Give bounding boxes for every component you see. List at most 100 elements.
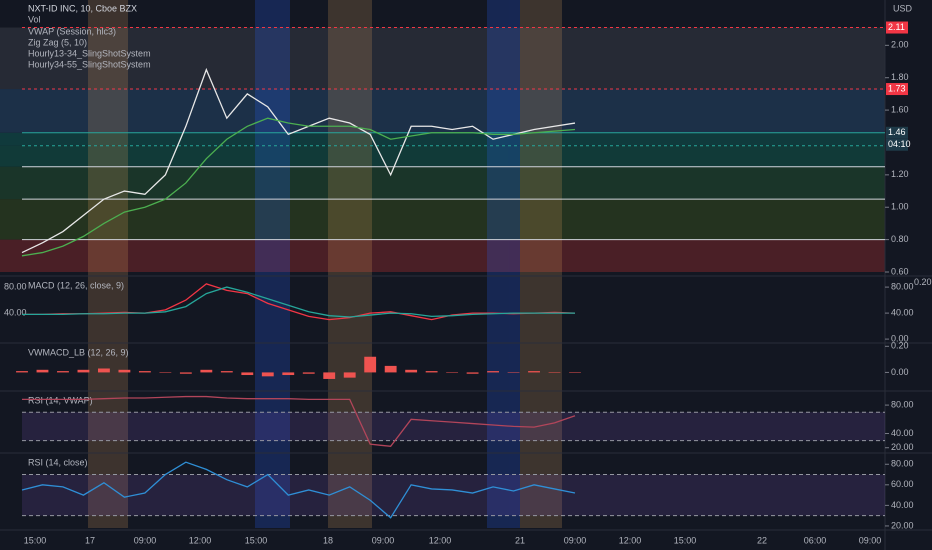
y-tick-label: 1.20 xyxy=(891,169,909,179)
time-label: 15:00 xyxy=(674,535,697,545)
histogram-bar xyxy=(384,365,397,373)
pane-title: RSI (14, VWAP) xyxy=(28,395,93,405)
left-tick-label: 40.00 xyxy=(4,307,27,317)
histogram-bar xyxy=(405,369,418,373)
histogram-bar xyxy=(487,371,499,373)
price-label-box xyxy=(886,83,908,96)
time-label: 22 xyxy=(757,535,767,545)
histogram-bar xyxy=(302,372,315,374)
time-label: 12:00 xyxy=(619,535,642,545)
zone xyxy=(0,166,885,200)
time-label: 12:00 xyxy=(189,535,212,545)
price-label: 2.11 xyxy=(888,22,905,32)
histogram-bar xyxy=(466,372,479,374)
histogram-bar xyxy=(323,372,336,379)
y-tick-label: 0.00 xyxy=(891,367,909,377)
histogram-bar xyxy=(57,371,69,373)
indicator: Vol xyxy=(28,14,41,24)
y-tick-label: 0.60 xyxy=(891,266,909,276)
time-label: 09:00 xyxy=(134,535,157,545)
session-shading xyxy=(88,0,562,528)
countdown-box xyxy=(886,138,908,151)
session-band xyxy=(520,0,562,528)
pane-title: MACD (12, 26, close, 9) xyxy=(28,280,124,290)
zone xyxy=(0,145,885,167)
zone xyxy=(0,199,885,240)
y-tick-label: 80.00 xyxy=(891,459,914,469)
histogram-bar xyxy=(138,371,151,373)
histogram-bar xyxy=(118,369,131,373)
histogram-bar xyxy=(446,372,459,373)
series-line xyxy=(22,395,576,447)
time-label: 09:00 xyxy=(372,535,395,545)
rsi-band xyxy=(22,412,885,441)
time-label: 12:00 xyxy=(429,535,452,545)
histogram-bar xyxy=(98,368,110,373)
time-label: 21 xyxy=(515,535,525,545)
zones xyxy=(0,27,885,272)
series-line xyxy=(21,67,576,254)
price-label: 1.73 xyxy=(888,83,906,93)
time-label: 17 xyxy=(85,535,95,545)
histogram-bar xyxy=(159,372,172,373)
histogram-bar xyxy=(425,371,438,373)
histogram-bar xyxy=(261,372,274,377)
session-band xyxy=(255,0,290,528)
histogram-bar xyxy=(179,372,192,374)
y-tick-label: 20.00 xyxy=(891,520,914,530)
y-tick-label: 60.00 xyxy=(891,479,914,489)
session-band xyxy=(487,0,520,528)
y-tick-label: 40.00 xyxy=(891,307,914,317)
series-line xyxy=(21,117,576,257)
histogram-bar xyxy=(364,356,377,373)
y-tick-label: 1.80 xyxy=(891,72,909,82)
series-line xyxy=(22,286,575,318)
y-tick-label: 1.60 xyxy=(891,104,909,114)
time-label: 18 xyxy=(323,535,333,545)
zone xyxy=(0,239,885,272)
session-band xyxy=(88,0,128,528)
price-label: 1.46 xyxy=(888,127,906,137)
y-tick-label: 20.00 xyxy=(891,442,914,452)
histogram-bar xyxy=(36,369,49,373)
indicator: Zig Zag (5, 10) xyxy=(28,37,87,47)
y-tick-label: 0.20 xyxy=(891,341,909,351)
histogram-bar xyxy=(548,372,561,373)
histogram-bar xyxy=(200,369,213,373)
histogram-bar xyxy=(77,369,90,373)
histogram-bar xyxy=(507,372,520,373)
y-tick-label: 1.00 xyxy=(891,202,909,212)
y-tick-label: 0.00 xyxy=(891,333,909,343)
time-label: 09:00 xyxy=(859,535,882,545)
time-label: 06:00 xyxy=(804,535,827,545)
histogram-bar xyxy=(241,372,254,376)
indicator: Hourly13-34_SlingShotSystem xyxy=(28,48,151,58)
time-label: 15:00 xyxy=(24,535,47,545)
histogram-bar xyxy=(569,372,581,373)
y2-tick-label: 0.20 xyxy=(914,277,932,287)
y-tick-label: 2.00 xyxy=(891,40,909,50)
time-label: 15:00 xyxy=(245,535,268,545)
pane-title: RSI (14, close) xyxy=(28,457,88,467)
countdown: 04:10 xyxy=(888,139,911,149)
histogram-bar xyxy=(16,371,28,373)
y-tick-label: 0.80 xyxy=(891,234,909,244)
series-line xyxy=(21,461,576,519)
zone xyxy=(0,132,885,146)
zone xyxy=(0,89,885,133)
histogram-bar xyxy=(282,372,295,376)
y-tick-label: 80.00 xyxy=(891,281,914,291)
zone xyxy=(0,27,885,90)
currency: USD xyxy=(893,3,913,13)
y-tick-label: 80.00 xyxy=(891,399,914,409)
histogram-bar xyxy=(528,371,540,373)
left-tick-label: 80.00 xyxy=(4,281,27,291)
chart-title: NXT-ID INC, 10, Cboe BZX xyxy=(28,3,137,13)
pane-title: VWMACD_LB (12, 26, 9) xyxy=(28,347,129,357)
time-label: 09:00 xyxy=(564,535,587,545)
rsi-band xyxy=(22,474,885,516)
session-band xyxy=(328,0,372,528)
price-label-box xyxy=(886,21,908,34)
histogram-bar xyxy=(343,372,356,378)
